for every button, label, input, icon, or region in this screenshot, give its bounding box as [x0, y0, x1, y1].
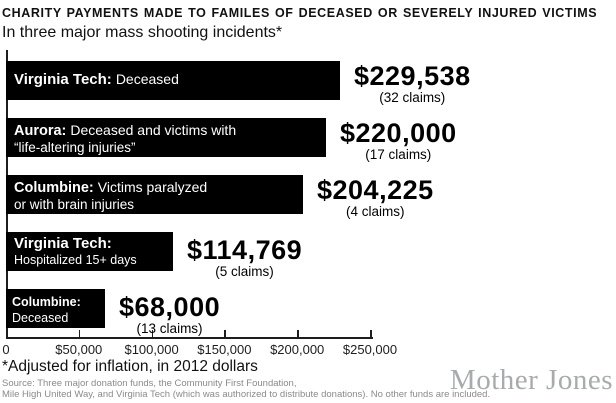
bar-aurora: Aurora: Deceased and victims with “life-al…	[6, 118, 326, 157]
bar-label-line2: or with brain injuries	[14, 197, 135, 212]
x-tick-label: $250,000	[342, 342, 398, 357]
claims-count: (5 claims)	[215, 264, 274, 279]
bar-columbine-deceased: Columbine: Deceased	[6, 289, 105, 328]
chart-title: CHARITY PAYMENTS MADE TO FAMILES OF DECE…	[2, 6, 598, 20]
bar-virginia-tech-deceased: Virginia Tech: Deceased	[6, 61, 340, 100]
value-label: $68,000 (13 claims)	[119, 292, 221, 337]
bar-label-incident: Columbine:	[14, 180, 94, 196]
source-line1: Source: Three major donation funds, the …	[2, 378, 297, 389]
x-tick-mark	[151, 330, 154, 337]
bar-label-category: Victims paralyzed	[97, 179, 208, 195]
bar-label: Virginia Tech: Deceased	[6, 61, 340, 88]
x-axis-line	[6, 337, 373, 339]
mother-jones-logo: Mother Jones	[449, 364, 613, 396]
bar-label-category: Deceased and victims with	[70, 122, 237, 138]
x-tick-mark	[297, 330, 299, 337]
amount-value: $114,769	[187, 235, 303, 265]
value-label: $204,225 (4 claims)	[317, 175, 434, 220]
value-label: $220,000 (17 claims)	[340, 118, 457, 163]
value-label: $114,769 (5 claims)	[187, 235, 303, 280]
bar-label-incident: Columbine:	[12, 295, 81, 309]
bar-label-line2: Hospitalized 15+ days	[14, 253, 137, 267]
source-line2: Mile High United Way, and Virginia Tech …	[2, 388, 491, 400]
bar-label: Virginia Tech: Hospitalized 15+ days	[6, 232, 173, 268]
bar-label-line2: “life-altering injuries”	[14, 140, 136, 155]
x-tick-label: $100,000	[124, 342, 179, 357]
bar-label-incident: Virginia Tech:	[14, 71, 112, 88]
bar-label-line2: Deceased	[12, 311, 69, 325]
bar-label: Aurora: Deceased and victims with “life-al…	[6, 118, 326, 156]
x-tick-mark	[370, 330, 372, 337]
claims-count: (17 claims)	[365, 147, 432, 162]
x-tick-label: $150,000	[197, 342, 252, 357]
bar-virginia-tech-hospitalized: Virginia Tech: Hospitalized 15+ days	[6, 232, 173, 271]
x-tick-mark	[78, 330, 81, 337]
x-tick-label: $50,000	[55, 342, 103, 357]
bar-row-columbine-deceased: Columbine: Deceased $68,000 (13 claims)	[0, 289, 616, 336]
value-label: $229,538 (32 claims)	[354, 61, 471, 106]
bar-label-incident: Virginia Tech:	[14, 235, 112, 252]
bar-row-virginia-tech-deceased: Virginia Tech: Deceased $229,538 (32 clai…	[0, 61, 616, 105]
claims-count: (13 claims)	[136, 321, 203, 336]
x-tick-mark	[224, 330, 226, 337]
source-credit: Source: Three major donation funds, the …	[2, 378, 491, 400]
bar-chart: 0 $50,000 $100,000 $150,000 $200,000 $250,000…	[0, 50, 616, 362]
claims-count: (4 claims)	[346, 204, 405, 219]
x-tick-label: 0	[2, 342, 10, 357]
amount-value: $229,538	[354, 61, 471, 91]
bar-label: Columbine: Victims paralyzed or with brain…	[6, 175, 303, 213]
bar-row-columbine-paralyzed: Columbine: Victims paralyzed or with brain…	[0, 175, 616, 219]
bar-label: Columbine: Deceased	[6, 289, 105, 326]
x-tick-label: $200,000	[270, 342, 325, 357]
bar-row-aurora: Aurora: Deceased and victims with “life-al…	[0, 118, 616, 162]
claims-count: (32 claims)	[379, 90, 446, 105]
bar-label-category: Deceased	[115, 71, 179, 87]
amount-value: $68,000	[119, 292, 221, 322]
bar-columbine-paralyzed: Columbine: Victims paralyzed or with brain…	[6, 175, 303, 214]
bar-label-incident: Aurora:	[14, 123, 67, 139]
footnote: *Adjusted for inflation, in 2012 dollars	[2, 358, 258, 375]
chart-subtitle: In three major mass shooting incidents*	[2, 24, 283, 41]
bar-row-virginia-tech-hospitalized: Virginia Tech: Hospitalized 15+ days $114…	[0, 232, 616, 279]
amount-value: $204,225	[317, 175, 434, 205]
x-tick-mark	[6, 330, 8, 337]
amount-value: $220,000	[340, 118, 457, 148]
